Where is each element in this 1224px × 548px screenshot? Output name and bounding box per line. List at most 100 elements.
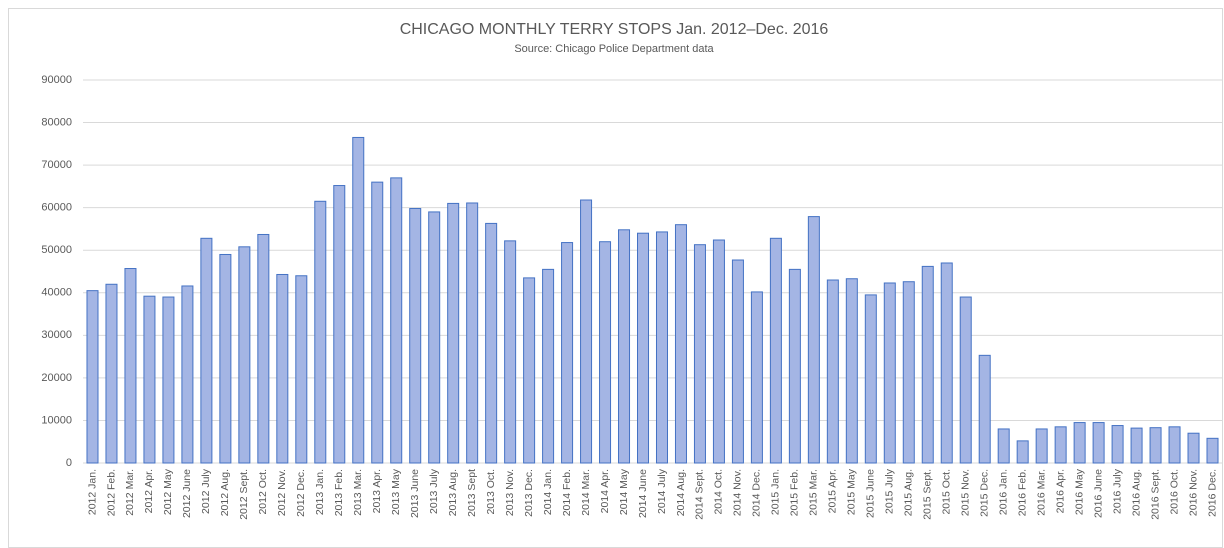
x-tick-label: 2014 Sept. [694, 469, 706, 520]
y-tick-label: 70000 [41, 159, 72, 171]
x-tick-label: 2012 Mar. [124, 469, 136, 516]
chart-subtitle: Source: Chicago Police Department data [514, 43, 714, 55]
bar [978, 354, 991, 464]
x-tick-label: 2015 Feb. [789, 469, 801, 516]
bar [921, 265, 934, 464]
bar [124, 268, 137, 464]
bar [769, 237, 782, 464]
bar [561, 242, 574, 464]
x-tick-label: 2015 Aug. [903, 469, 915, 516]
bar [959, 296, 972, 464]
bar [1092, 422, 1105, 464]
x-tick-label: 2016 June [1092, 469, 1104, 518]
bar [712, 239, 725, 464]
bar [788, 268, 801, 464]
bar [371, 181, 384, 464]
bar [466, 202, 479, 464]
x-tick-label: 2016 May [1073, 468, 1085, 515]
bar [523, 277, 536, 464]
bar [1149, 427, 1162, 464]
x-tick-label: 2013 Nov. [504, 469, 516, 516]
x-tick-label: 2013 Mar. [352, 469, 364, 516]
chart-border [8, 8, 1223, 548]
x-tick-label: 2014 Mar. [580, 469, 592, 516]
y-tick-label: 30000 [41, 329, 72, 341]
x-tick-label: 2015 May [846, 468, 858, 515]
x-tick-label: 2014 May [618, 468, 630, 515]
x-tick-label: 2015 Apr. [827, 469, 839, 513]
bar [750, 291, 763, 464]
y-tick-label: 40000 [41, 287, 72, 299]
bar [238, 246, 251, 464]
x-tick-label: 2012 Oct. [257, 469, 269, 515]
bar [1073, 422, 1086, 464]
y-tick-label: 0 [66, 457, 72, 469]
x-tick-label: 2012 June [181, 469, 193, 518]
bar [807, 216, 820, 464]
x-tick-label: 2014 July [656, 468, 668, 514]
x-tick-label: 2016 Nov. [1187, 469, 1199, 516]
bar [86, 290, 99, 464]
y-tick-label: 90000 [41, 74, 72, 86]
x-tick-label: 2013 May [390, 468, 402, 515]
bar [257, 233, 270, 464]
bar [1130, 427, 1143, 464]
bar [105, 283, 118, 464]
x-tick-label: 2014 Jan. [542, 469, 554, 515]
x-tick-label: 2014 Oct. [713, 469, 725, 515]
x-tick-label: 2015 Dec. [978, 469, 990, 517]
bar [200, 237, 213, 464]
x-tick-label: 2014 June [637, 469, 649, 518]
x-tick-label: 2012 Aug. [219, 469, 231, 516]
bar [1054, 426, 1067, 464]
x-tick-label: 2016 Dec. [1206, 469, 1218, 517]
x-tick-label: 2014 Nov. [732, 469, 744, 516]
bar [352, 136, 365, 464]
bar [864, 294, 877, 464]
x-tick-label: 2012 May [162, 468, 174, 515]
bar [655, 231, 668, 464]
x-tick-label: 2014 Apr. [599, 469, 611, 513]
bar [1168, 426, 1181, 464]
bar [826, 279, 839, 464]
bar [618, 229, 631, 464]
bar [1187, 432, 1200, 464]
x-tick-label: 2016 July [1111, 468, 1123, 514]
bar [599, 241, 612, 464]
bar [428, 211, 441, 464]
y-tick-label: 50000 [41, 244, 72, 256]
bar [295, 275, 308, 464]
y-tick-label: 80000 [41, 116, 72, 128]
x-tick-label: 2012 Sept. [238, 469, 250, 520]
chart-title: CHICAGO MONTHLY TERRY STOPS Jan. 2012–De… [400, 21, 829, 38]
x-tick-label: 2016 Mar. [1035, 469, 1047, 516]
x-tick-label: 2016 Feb. [1016, 469, 1028, 516]
x-tick-label: 2012 Nov. [276, 469, 288, 516]
bar [1206, 437, 1219, 464]
x-tick-label: 2013 Feb. [333, 469, 345, 516]
bar [276, 273, 289, 464]
x-tick-label: 2012 Apr. [143, 469, 155, 513]
bar [409, 208, 422, 464]
x-tick-label: 2013 Sept [466, 469, 478, 517]
x-tick-label: 2012 Jan. [86, 469, 98, 515]
x-tick-label: 2015 Nov. [960, 469, 972, 516]
bar [940, 262, 953, 464]
bar [1035, 428, 1048, 464]
bar [580, 199, 593, 464]
x-tick-label: 2016 Oct. [1168, 469, 1180, 515]
bar [674, 224, 687, 464]
bar [390, 177, 403, 464]
bar [314, 200, 327, 464]
bar [181, 285, 194, 464]
x-tick-label: 2014 Feb. [561, 469, 573, 516]
x-tick-label: 2012 Feb. [105, 469, 117, 516]
y-tick-label: 20000 [41, 372, 72, 384]
x-tick-label: 2016 Sept. [1149, 469, 1161, 520]
x-tick-label: 2015 Jan. [770, 469, 782, 515]
bar [731, 259, 744, 464]
bar [693, 244, 706, 464]
bar [447, 202, 460, 464]
bar [845, 278, 858, 464]
